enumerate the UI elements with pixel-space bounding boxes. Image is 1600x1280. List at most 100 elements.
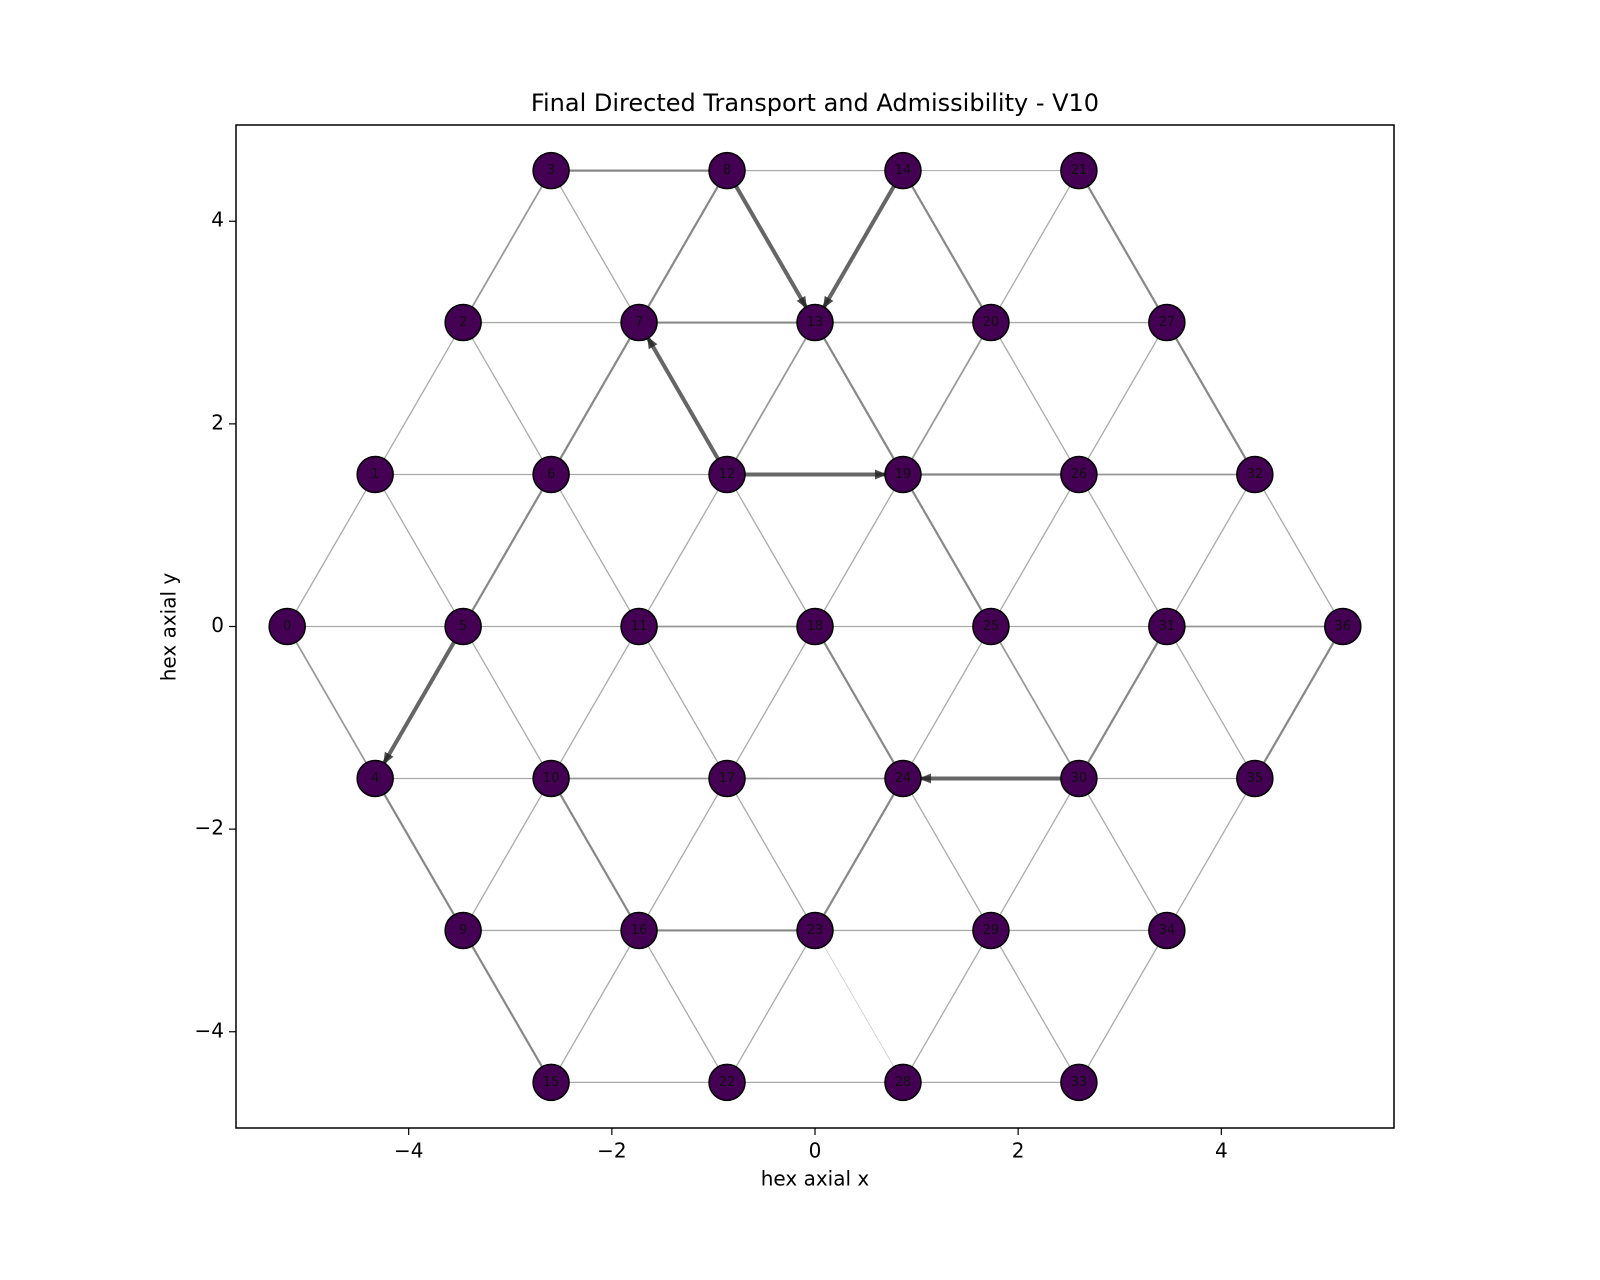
edge: [726, 929, 816, 1084]
node-label: 5: [459, 619, 467, 634]
edge: [462, 321, 552, 476]
edge: [813, 625, 905, 780]
node-label: 29: [983, 923, 1000, 938]
edge: [462, 473, 553, 628]
node: [972, 303, 1010, 342]
edge: [990, 321, 1080, 476]
edge: [374, 321, 464, 476]
node: [708, 1063, 746, 1102]
node-label: 35: [1247, 771, 1264, 786]
node: [796, 607, 834, 646]
node: [620, 303, 658, 342]
node-label: 18: [807, 619, 824, 634]
edge: [374, 777, 465, 932]
node: [1148, 911, 1186, 950]
node: [532, 455, 570, 494]
edge: [374, 473, 464, 628]
node-label: 16: [631, 923, 648, 938]
edge: [1078, 473, 1168, 628]
edge: [725, 168, 817, 325]
node: [444, 303, 482, 342]
node: [972, 607, 1010, 646]
edge: [638, 473, 728, 628]
node: [444, 911, 482, 950]
edge: [1166, 625, 1256, 780]
node-label: 11: [631, 619, 648, 634]
node-label: 1: [371, 467, 379, 482]
node: [356, 759, 394, 798]
node-label: 19: [895, 467, 912, 482]
edge: [637, 320, 730, 477]
node-label: 21: [1071, 163, 1088, 178]
edge: [901, 169, 993, 324]
node-label: 8: [723, 163, 731, 178]
edge: [814, 473, 904, 628]
node: [1148, 303, 1186, 342]
edge: [1077, 625, 1168, 780]
node: [884, 1063, 922, 1102]
node-label: 23: [807, 923, 824, 938]
node: [532, 759, 570, 798]
node: [1236, 455, 1274, 494]
edge: [990, 777, 1080, 932]
edge: [549, 777, 641, 932]
node: [620, 911, 658, 950]
x-tick-label: −4: [394, 1139, 423, 1163]
node: [1324, 607, 1362, 646]
edge: [462, 929, 553, 1084]
edge: [726, 777, 816, 932]
y-tick-label: 0: [211, 613, 224, 637]
node-label: 4: [371, 771, 379, 786]
edge: [1166, 777, 1256, 932]
node: [972, 911, 1010, 950]
edge: [462, 777, 552, 932]
edge-arrow: [383, 751, 394, 765]
edge: [549, 321, 641, 476]
node-label: 36: [1335, 619, 1352, 634]
edge: [902, 321, 992, 476]
node: [268, 607, 306, 646]
node-label: 24: [895, 771, 912, 786]
edge: [901, 473, 993, 628]
edge: [550, 929, 640, 1084]
edge: [1253, 625, 1344, 780]
edge-arrow: [918, 773, 931, 784]
edge: [1165, 321, 1256, 476]
edge: [990, 473, 1080, 628]
edge: [813, 777, 905, 932]
node-label: 27: [1159, 315, 1176, 330]
node: [884, 455, 922, 494]
node: [1060, 455, 1098, 494]
edge: [990, 169, 1080, 324]
edge: [638, 777, 728, 932]
node-label: 32: [1247, 467, 1264, 482]
node-label: 30: [1071, 771, 1088, 786]
node: [1060, 151, 1098, 190]
node: [1148, 607, 1186, 646]
chart-title: Final Directed Transport and Admissibili…: [531, 89, 1099, 117]
node-label: 12: [719, 467, 736, 482]
edge: [990, 625, 1080, 780]
edge: [1078, 777, 1168, 932]
edge: [286, 473, 376, 628]
edge: [1166, 473, 1256, 628]
edge: [902, 625, 992, 780]
node: [532, 151, 570, 190]
node-label: 14: [895, 163, 912, 178]
edge: [462, 625, 552, 780]
node-label: 6: [547, 467, 555, 482]
edge-arrow: [874, 469, 887, 480]
node-label: 34: [1159, 923, 1176, 938]
edge-arrow: [796, 295, 807, 309]
plot-frame: [235, 124, 1395, 1129]
node: [708, 151, 746, 190]
edge: [638, 625, 728, 780]
edge: [814, 930, 904, 1083]
node: [884, 759, 922, 798]
node: [444, 607, 482, 646]
node: [796, 303, 834, 342]
node: [356, 455, 394, 494]
node-label: 10: [543, 771, 560, 786]
node-label: 20: [983, 315, 1000, 330]
